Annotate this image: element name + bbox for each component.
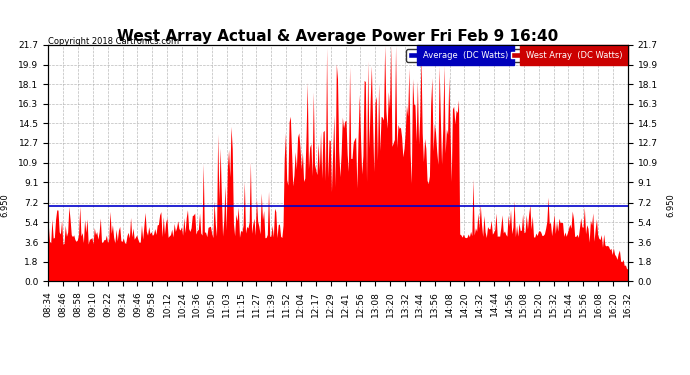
Text: 6.950: 6.950 xyxy=(667,194,676,217)
Title: West Array Actual & Average Power Fri Feb 9 16:40: West Array Actual & Average Power Fri Fe… xyxy=(117,29,559,44)
Text: 6.950: 6.950 xyxy=(1,194,10,217)
Legend: Average  (DC Watts), West Array  (DC Watts): Average (DC Watts), West Array (DC Watts… xyxy=(406,49,624,62)
Text: Copyright 2018 Cartronics.com: Copyright 2018 Cartronics.com xyxy=(48,38,179,46)
